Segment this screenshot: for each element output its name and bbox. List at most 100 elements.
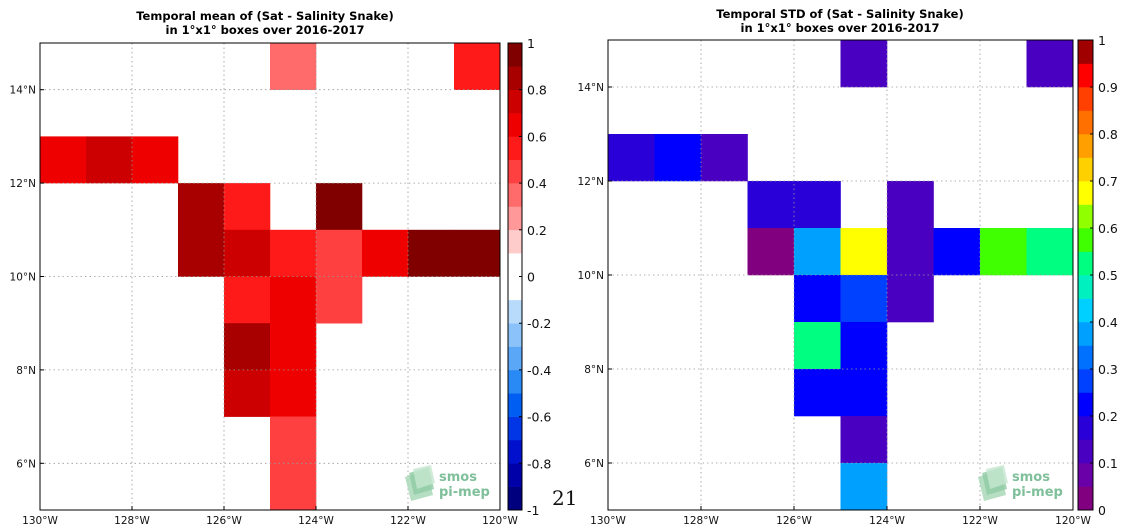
colorbar-tick-label: 0.4 bbox=[1098, 315, 1118, 330]
colorbar-segment bbox=[1078, 110, 1093, 135]
colorbar-segment bbox=[508, 369, 522, 394]
chart-subtitle: in 1°x1° boxes over 2016-2017 bbox=[741, 21, 940, 35]
y-tick-label: 14°N bbox=[578, 82, 604, 94]
x-tick-label: 128°W bbox=[114, 515, 150, 527]
colorbar-tick-label: 0.8 bbox=[527, 83, 547, 98]
heatmap-cell bbox=[654, 134, 702, 182]
y-tick-label: 12°N bbox=[578, 176, 604, 188]
colorbar-segment bbox=[1078, 369, 1093, 393]
heatmap-cell bbox=[224, 183, 271, 231]
colorbar-tick-label: 1 bbox=[1098, 33, 1106, 48]
colorbar-segment bbox=[1078, 486, 1093, 511]
colorbar-tick-label: 0.2 bbox=[1098, 409, 1118, 424]
heatmap-cell bbox=[840, 275, 888, 323]
colorbar-segment bbox=[1078, 298, 1093, 323]
colorbar-segment bbox=[508, 159, 522, 184]
colorbar-tick-label: 0.6 bbox=[527, 129, 547, 144]
y-tick-label: 14°N bbox=[10, 85, 36, 97]
colorbar-segment bbox=[508, 66, 522, 90]
heatmap-cell bbox=[316, 183, 363, 231]
heatmap-cell bbox=[316, 229, 363, 277]
heatmap-cell bbox=[887, 275, 934, 323]
heatmap-cell bbox=[224, 276, 271, 324]
heatmap-cell bbox=[408, 229, 455, 277]
colorbar-tick-label: -0.8 bbox=[527, 456, 551, 471]
colorbar-segment bbox=[508, 463, 522, 487]
heatmap-cell bbox=[270, 43, 317, 90]
x-tick-label: 126°W bbox=[206, 515, 242, 527]
svg-text:smos: smos bbox=[439, 470, 477, 485]
heatmap-cell bbox=[1026, 228, 1074, 276]
heatmap-cell bbox=[747, 181, 795, 229]
colorbar-segment bbox=[1078, 439, 1093, 464]
heatmap-cell bbox=[980, 228, 1027, 276]
colorbar-segment bbox=[508, 299, 522, 324]
x-tick-label: 130°W bbox=[22, 515, 58, 527]
colorbar-segment bbox=[1078, 63, 1093, 88]
colorbar-tick-label: 0.4 bbox=[527, 176, 547, 191]
heatmap-cell bbox=[794, 322, 841, 370]
colorbar-segment bbox=[508, 323, 522, 347]
colorbar-segment bbox=[1078, 392, 1093, 417]
colorbar-tick-label: 0.1 bbox=[1098, 456, 1118, 471]
colorbar-tick-label: 0 bbox=[527, 270, 535, 285]
heatmap-cell bbox=[178, 183, 225, 231]
heatmap-cell bbox=[1026, 40, 1074, 88]
x-tick-label: 122°W bbox=[390, 515, 426, 527]
heatmap-cell bbox=[224, 369, 271, 417]
heatmap-cell bbox=[608, 134, 655, 182]
colorbar-segment bbox=[508, 276, 522, 301]
chart-subtitle: in 1°x1° boxes over 2016-2017 bbox=[166, 23, 365, 37]
x-tick-label: 124°W bbox=[869, 515, 905, 527]
heatmap-cell bbox=[316, 276, 363, 324]
heatmap-cell bbox=[794, 181, 841, 229]
heatmap-cell bbox=[224, 229, 271, 277]
colorbar-segment bbox=[508, 416, 522, 441]
heatmap-cell bbox=[86, 136, 133, 184]
heatmap-cell bbox=[747, 228, 795, 276]
colorbar-segment bbox=[1078, 463, 1093, 487]
colorbar-tick-label: 0 bbox=[1098, 503, 1106, 518]
colorbar-segment bbox=[508, 229, 522, 254]
colorbar-tick-label: 0.2 bbox=[527, 223, 547, 238]
colorbar-tick-label: 0.9 bbox=[1098, 80, 1118, 95]
heatmap-cell bbox=[840, 369, 888, 417]
svg-text:pi-mep: pi-mep bbox=[439, 485, 490, 500]
heatmap-cell bbox=[840, 228, 888, 276]
x-tick-label: 126°W bbox=[776, 515, 812, 527]
heatmap-cell bbox=[132, 136, 179, 184]
heatmap-cell bbox=[933, 228, 981, 276]
colorbar-segment bbox=[508, 346, 522, 371]
heatmap-cell bbox=[794, 275, 841, 323]
colorbar-segment bbox=[508, 113, 522, 137]
heatmap-cell bbox=[362, 229, 409, 277]
heatmap-cell bbox=[840, 416, 888, 464]
y-tick-label: 8°N bbox=[584, 364, 604, 376]
colorbar-tick-label: -1 bbox=[527, 503, 539, 518]
x-tick-label: 122°W bbox=[962, 515, 998, 527]
heatmap-cell bbox=[887, 181, 934, 229]
colorbar-segment bbox=[508, 206, 522, 231]
colorbar-segment bbox=[508, 253, 522, 277]
colorbar-tick-label: 0.8 bbox=[1098, 127, 1118, 142]
colorbar-segment bbox=[508, 183, 522, 207]
y-tick-label: 6°N bbox=[16, 458, 36, 470]
x-tick-label: 124°W bbox=[298, 515, 334, 527]
colorbar-tick-label: -0.6 bbox=[527, 410, 551, 425]
y-tick-label: 10°N bbox=[578, 270, 604, 282]
heatmap-cell bbox=[454, 229, 501, 277]
svg-text:smos: smos bbox=[1012, 470, 1050, 485]
x-tick-label: 128°W bbox=[683, 515, 719, 527]
colorbar-tick-label: 0.3 bbox=[1098, 362, 1118, 377]
colorbar-segment bbox=[1078, 157, 1093, 182]
heatmap-cell bbox=[887, 228, 934, 276]
x-tick-label: 120°W bbox=[1055, 515, 1091, 527]
svg-text:pi-mep: pi-mep bbox=[1012, 485, 1063, 500]
colorbar-segment bbox=[1078, 134, 1093, 158]
heatmap-cell bbox=[270, 463, 317, 511]
y-tick-label: 8°N bbox=[16, 365, 36, 377]
heatmap-cell bbox=[40, 136, 87, 184]
colorbar-tick-label: -0.4 bbox=[527, 363, 551, 378]
